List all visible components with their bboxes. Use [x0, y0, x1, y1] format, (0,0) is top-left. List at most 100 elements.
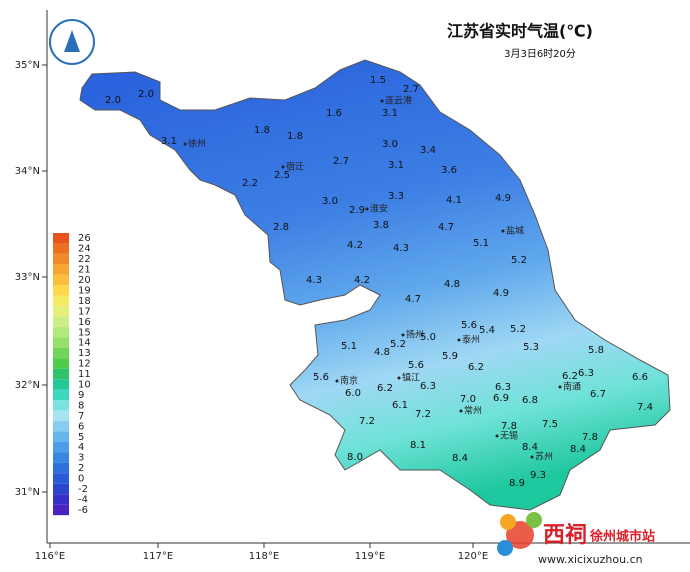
legend-swatch — [53, 389, 69, 401]
legend-label: 7 — [78, 411, 84, 422]
station-temp: 7.5 — [542, 419, 558, 430]
city-dot — [530, 455, 534, 459]
legend-swatch — [53, 462, 69, 474]
station-temp: 6.1 — [392, 400, 408, 411]
city-name: 宿迁 — [286, 161, 304, 173]
station-temp: 4.8 — [444, 279, 460, 290]
legend-label: -6 — [78, 505, 88, 516]
legend-label: 5 — [78, 432, 84, 443]
legend-swatch — [53, 358, 69, 369]
city-dot — [335, 379, 339, 383]
legend-swatch — [53, 379, 69, 390]
city-dot — [183, 142, 187, 146]
station-temp: 8.1 — [410, 440, 426, 451]
legend-label: 22 — [78, 254, 91, 265]
city-name: 无锡 — [500, 431, 518, 442]
station-temp: 8.9 — [509, 478, 525, 489]
legend-label: -2 — [78, 484, 88, 495]
logo — [64, 30, 80, 52]
watermark-site: 徐州城市站 — [589, 529, 655, 545]
station-temp: 5.2 — [511, 255, 527, 266]
station-temp: 7.2 — [415, 409, 431, 420]
station-temp: 4.7 — [438, 222, 454, 233]
legend-swatch — [53, 410, 69, 422]
city-name: 扬州 — [406, 329, 424, 341]
title: 江苏省实时气温(℃) — [447, 22, 593, 41]
city-name: 南通 — [563, 381, 581, 393]
legend-label: 14 — [78, 338, 91, 349]
city-dot — [495, 434, 499, 438]
legend-label: 15 — [78, 327, 91, 338]
station-temp: 8.4 — [452, 453, 468, 464]
city-name: 常州 — [464, 405, 482, 417]
station-temp: 6.2 — [562, 371, 578, 382]
lat-label: 33°N — [15, 272, 40, 283]
legend-swatch — [53, 337, 69, 348]
city-dot — [397, 376, 401, 380]
station-temp: 8.4 — [522, 442, 538, 453]
station-temp: 6.3 — [495, 382, 511, 393]
legend-label: 21 — [78, 265, 91, 276]
station-temp: 6.0 — [345, 388, 361, 399]
legend-label: 24 — [78, 244, 91, 255]
station-temp: 3.0 — [322, 196, 338, 207]
station-temp: 5.9 — [442, 351, 458, 362]
city-dot — [401, 333, 405, 337]
station-temp: 5.1 — [341, 341, 357, 352]
station-temp: 9.3 — [530, 470, 546, 481]
station-temp: 6.6 — [632, 372, 648, 383]
station-temp: 5.6 — [461, 320, 477, 331]
station-temp: 1.6 — [326, 108, 342, 119]
station-temp: 2.7 — [333, 156, 349, 167]
station-temp: 2.9 — [349, 205, 365, 216]
legend-swatch — [53, 442, 69, 453]
legend-swatch — [53, 264, 69, 275]
station-temp: 4.9 — [495, 193, 511, 204]
station-temp: 2.5 — [274, 170, 290, 181]
legend-label: 17 — [78, 306, 91, 317]
lon-label: 117°E — [143, 551, 173, 562]
legend-label: 4 — [78, 442, 84, 453]
legend-label: 0 — [78, 474, 84, 485]
city-name: 淮安 — [370, 203, 388, 215]
station-temp: 2.2 — [242, 178, 258, 189]
legend-swatch — [53, 504, 69, 516]
city-dot — [380, 99, 384, 103]
legend-label: 6 — [78, 421, 84, 432]
subtitle: 3月3日6时20分 — [504, 48, 576, 60]
legend-label: 26 — [78, 233, 91, 244]
station-temp: 6.7 — [590, 389, 606, 400]
city-dot — [365, 207, 369, 211]
legend-swatch — [53, 368, 69, 380]
station-temp: 4.1 — [446, 195, 462, 206]
station-temp: 3.4 — [420, 145, 436, 156]
station-temp: 2.0 — [138, 89, 154, 100]
station-temp: 6.3 — [420, 381, 436, 392]
legend-swatch — [53, 494, 69, 505]
city-name: 泰州 — [462, 334, 480, 346]
legend-swatch — [53, 285, 69, 296]
station-temp: 1.8 — [287, 131, 303, 142]
station-temp: 2.0 — [105, 95, 121, 106]
lon-label: 118°E — [249, 551, 279, 562]
legend-label: 18 — [78, 296, 91, 307]
legend-label: 16 — [78, 317, 91, 328]
legend-swatch — [53, 421, 69, 432]
station-temp: 5.2 — [510, 324, 526, 335]
station-temp: 3.0 — [382, 139, 398, 150]
station-temp: 5.8 — [588, 345, 604, 356]
station-temp: 5.0 — [420, 332, 436, 343]
city-dot — [558, 385, 562, 389]
legend-swatch — [53, 327, 69, 338]
legend-swatch — [53, 431, 69, 442]
city-name: 镇江 — [402, 372, 420, 384]
city-name: 徐州 — [188, 138, 206, 150]
city-name: 连云港 — [385, 95, 412, 107]
city-dot — [501, 229, 505, 233]
station-temp: 5.6 — [313, 372, 329, 383]
legend-swatch — [53, 483, 69, 495]
legend-label: 19 — [78, 285, 91, 296]
station-temp: 7.2 — [359, 416, 375, 427]
legend-swatch — [53, 452, 69, 463]
